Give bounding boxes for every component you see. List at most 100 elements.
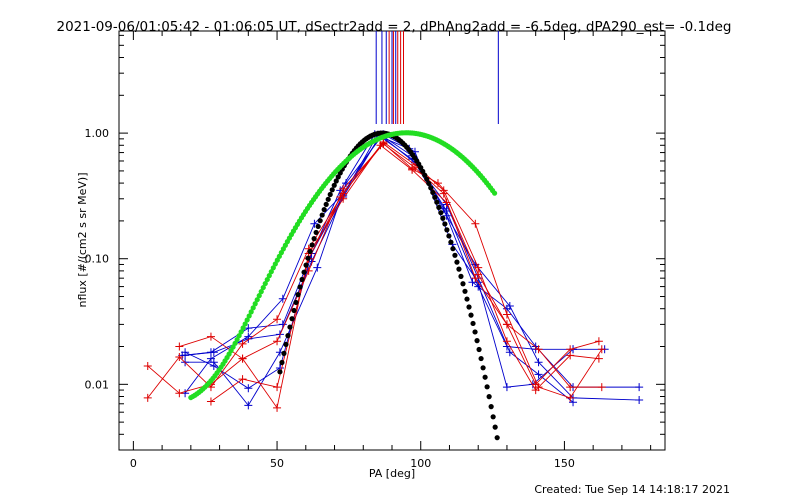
y-tick-label: 0.10	[85, 253, 110, 266]
data-point-marker	[566, 351, 575, 360]
black-model-dot	[448, 239, 454, 245]
data-point-marker	[273, 315, 282, 324]
black-model-dot	[325, 196, 331, 202]
data-point-marker	[597, 345, 606, 354]
data-point-marker	[505, 302, 514, 311]
black-model-dot	[420, 168, 426, 174]
data-point-marker	[534, 345, 543, 354]
data-point-marker	[278, 294, 287, 303]
black-model-dot	[488, 404, 494, 410]
black-model-dot	[295, 292, 301, 298]
data-point-marker	[244, 384, 253, 393]
black-model-dot	[285, 333, 291, 339]
series-line	[185, 133, 605, 407]
data-point-marker	[594, 354, 603, 363]
y-tick-label: 1.00	[85, 127, 110, 140]
y-axis-ticks: 0.01 0.10 1.00	[85, 34, 665, 451]
black-model-dot	[299, 276, 305, 283]
data-point-marker	[534, 370, 543, 379]
green-model-dot	[244, 317, 250, 323]
black-model-dot	[323, 201, 329, 207]
black-model-dot	[472, 329, 478, 335]
vertical-markers	[375, 31, 499, 124]
black-model-dot	[484, 384, 490, 390]
x-tick-label: 150	[554, 457, 575, 470]
black-model-dot	[458, 273, 464, 279]
data-point-marker	[531, 386, 540, 395]
data-point-marker	[442, 206, 451, 215]
green-model-dot	[491, 190, 498, 196]
black-model-dot	[313, 229, 319, 236]
black-model-dot	[426, 180, 432, 187]
data-point-marker	[209, 348, 218, 357]
green-model-dot	[250, 305, 256, 311]
data-point-marker	[175, 342, 184, 351]
created-timestamp: Created: Tue Sep 14 14:18:17 2021	[534, 483, 730, 496]
black-model-dot	[446, 233, 452, 239]
data-point-marker	[273, 403, 282, 412]
black-model-dot	[468, 312, 474, 318]
black-model-dot	[442, 221, 448, 227]
black-model-dot	[462, 288, 468, 294]
series-line	[179, 144, 600, 409]
black-model-dot	[482, 374, 488, 380]
x-tick-label: 100	[410, 457, 431, 470]
black-model-dot	[478, 355, 484, 362]
black-model-dot	[436, 204, 442, 210]
x-tick-label: 50	[270, 457, 284, 470]
data-point-marker	[244, 401, 253, 410]
black-model-dot	[464, 296, 470, 302]
green-model-dot	[266, 273, 272, 279]
black-model-dot	[301, 269, 307, 275]
black-model-dot	[309, 242, 315, 248]
black-model-dot	[486, 394, 492, 400]
black-model-dot	[303, 262, 309, 268]
green-model-dot	[240, 325, 246, 331]
data-point-marker	[143, 393, 152, 402]
data-point-marker	[408, 165, 417, 174]
model-curves	[188, 130, 500, 441]
data-point-marker	[635, 383, 644, 392]
black-model-dot	[450, 246, 456, 252]
green-model-dot	[258, 289, 264, 295]
black-model-dot	[434, 199, 440, 205]
black-model-dot	[277, 369, 283, 375]
x-axis-label: PA [deg]	[369, 467, 415, 480]
data-point-marker	[336, 192, 345, 201]
data-point-marker	[175, 353, 184, 362]
black-model-dot	[444, 227, 450, 233]
data-point-marker	[209, 358, 218, 367]
black-model-dot	[466, 304, 472, 310]
green-model-dot	[262, 280, 268, 287]
data-point-marker	[238, 339, 247, 348]
black-model-dot	[321, 207, 327, 213]
data-point-marker	[566, 393, 575, 402]
black-model-dot	[430, 189, 436, 196]
data-point-marker	[238, 375, 247, 384]
data-point-marker	[502, 320, 511, 329]
series-line	[185, 133, 640, 388]
data-point-marker	[502, 310, 511, 319]
green-model-dot	[236, 333, 242, 339]
black-model-dot	[297, 284, 303, 290]
black-model-dot	[492, 424, 498, 430]
black-model-dot	[452, 252, 458, 258]
black-model-dot	[494, 435, 500, 441]
black-model-dot	[490, 414, 496, 420]
green-model-dot	[234, 336, 240, 343]
black-model-dot	[305, 255, 311, 261]
black-model-dot	[331, 182, 337, 188]
y-tick-label: 0.01	[85, 378, 110, 391]
data-point-marker	[143, 361, 152, 370]
data-point-marker	[206, 397, 215, 406]
data-point-marker	[206, 332, 215, 341]
green-model-dot	[260, 284, 266, 291]
black-model-dot	[293, 299, 299, 306]
data-point-marker	[313, 263, 322, 272]
data-point-marker	[339, 184, 348, 193]
data-point-marker	[273, 383, 282, 392]
black-model-dot	[291, 307, 297, 314]
black-model-dot	[287, 324, 293, 330]
black-model-dot	[283, 341, 289, 348]
